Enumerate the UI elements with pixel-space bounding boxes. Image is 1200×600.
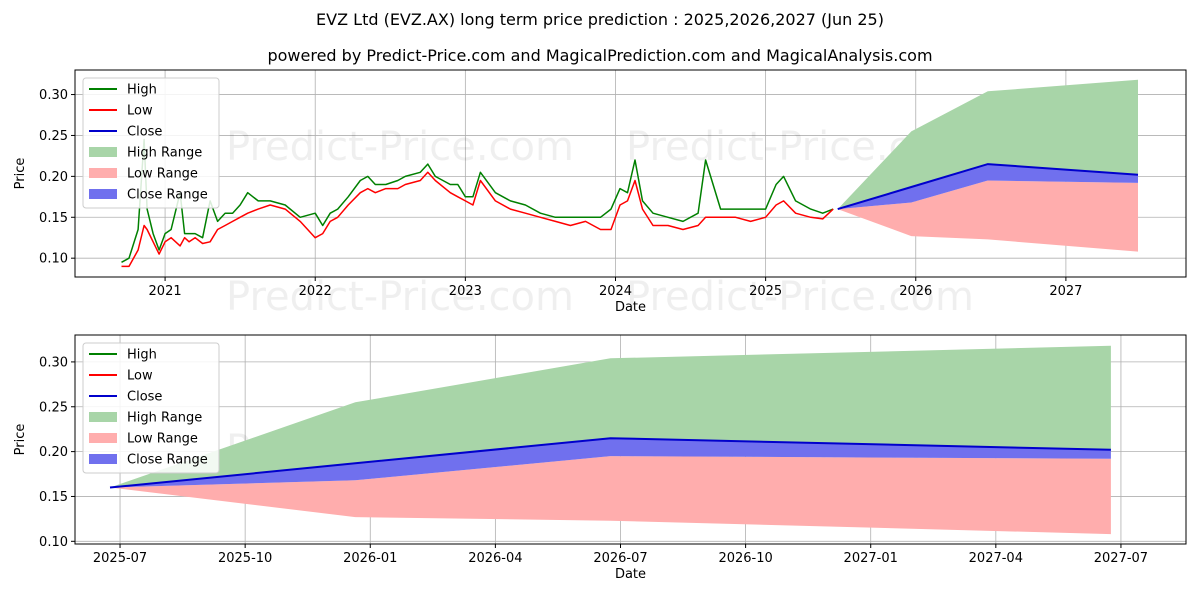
- watermark-text: Predict-Price.com: [626, 274, 974, 320]
- x-tick-label: 2022: [299, 284, 332, 299]
- y-tick-label: 0.10: [39, 535, 68, 550]
- y-tick-label: 0.20: [39, 170, 68, 185]
- x-tick-label: 2025-10: [218, 551, 272, 566]
- x-axis-label: Date: [615, 567, 646, 582]
- y-axis-label: Price: [13, 158, 28, 190]
- chart-subtitle: powered by Predict-Price.com and Magical…: [267, 46, 933, 65]
- x-tick-label: 2026-04: [468, 551, 522, 566]
- y-tick-label: 0.25: [39, 400, 68, 415]
- y-tick-label: 0.10: [39, 252, 68, 267]
- legend-close-label: Close: [127, 125, 162, 140]
- y-tick-label: 0.20: [39, 445, 68, 460]
- legend-close-range-swatch: [89, 189, 117, 199]
- legend-low-range-swatch: [89, 433, 117, 443]
- close-series-line: [109, 437, 1111, 489]
- legend-low-range-label: Low Range: [127, 432, 198, 447]
- panel-top: Predict-Price.com Predict-Price.com Predic…: [13, 69, 1187, 320]
- legend-high-label: High: [127, 83, 157, 98]
- x-tick-label: 2023: [449, 284, 482, 299]
- legend: High Low Close High Range Low Range Close Ran…: [82, 77, 220, 209]
- x-tick-label: 2027-04: [969, 551, 1023, 566]
- legend-high-range-label: High Range: [127, 411, 202, 426]
- y-tick-label: 0.30: [39, 355, 68, 370]
- x-tick-label: 2027-01: [844, 551, 898, 566]
- low-range-band: [110, 456, 1111, 535]
- close-range-band: [837, 164, 1138, 210]
- low-range-band: [837, 180, 1138, 252]
- legend-low-label: Low: [127, 104, 153, 119]
- x-tick-label: 2026-07: [593, 551, 647, 566]
- close-series-line: [837, 163, 1139, 211]
- x-tick-label: 2025-07: [93, 551, 147, 566]
- y-tick-label: 0.15: [39, 211, 68, 226]
- legend-high-range-swatch: [89, 412, 117, 422]
- high-range-band: [837, 79, 1138, 210]
- high-range-band: [110, 345, 1111, 488]
- high-series-line: [121, 138, 834, 263]
- x-axis-label: Date: [615, 300, 646, 315]
- y-tick-label: 0.25: [39, 129, 68, 144]
- watermark-text: Predict-Price.com: [226, 274, 574, 320]
- x-tick-label: 2021: [149, 284, 182, 299]
- x-tick-label: 2027: [1049, 284, 1082, 299]
- legend: High Low Close High Range Low Range Close Ran…: [82, 342, 220, 474]
- x-tick-label: 2026-10: [718, 551, 772, 566]
- watermark-text: Predict-Price.com: [226, 124, 574, 170]
- legend-high-range-label: High Range: [127, 146, 202, 161]
- x-tick-label: 2026-01: [343, 551, 397, 566]
- legend-close-label: Close: [127, 390, 162, 405]
- chart-title: EVZ Ltd (EVZ.AX) long term price predict…: [316, 10, 884, 29]
- legend-low-range-swatch: [89, 168, 117, 178]
- x-tick-label: 2024: [599, 284, 632, 299]
- x-tick-label: 2026: [899, 284, 932, 299]
- x-tick-label: 2025: [749, 284, 782, 299]
- y-tick-label: 0.15: [39, 490, 68, 505]
- legend-low-range-label: Low Range: [127, 167, 198, 182]
- close-range-band: [110, 438, 1111, 488]
- legend-high-label: High: [127, 348, 157, 363]
- legend-close-range-swatch: [89, 454, 117, 464]
- plot-frame: [74, 69, 1187, 278]
- legend-high-range-swatch: [89, 147, 117, 157]
- legend-low-label: Low: [127, 369, 153, 384]
- legend-close-range-label: Close Range: [127, 453, 208, 468]
- x-tick-label: 2027-07: [1094, 551, 1148, 566]
- low-series-line: [121, 171, 834, 268]
- legend-close-range-label: Close Range: [127, 188, 208, 203]
- y-tick-label: 0.30: [39, 88, 68, 103]
- y-axis-label: Price: [13, 424, 28, 456]
- plot-frame: [74, 334, 1187, 545]
- panel-bottom: Predict-Price.comPredict-Price.com2025-0…: [13, 334, 1187, 582]
